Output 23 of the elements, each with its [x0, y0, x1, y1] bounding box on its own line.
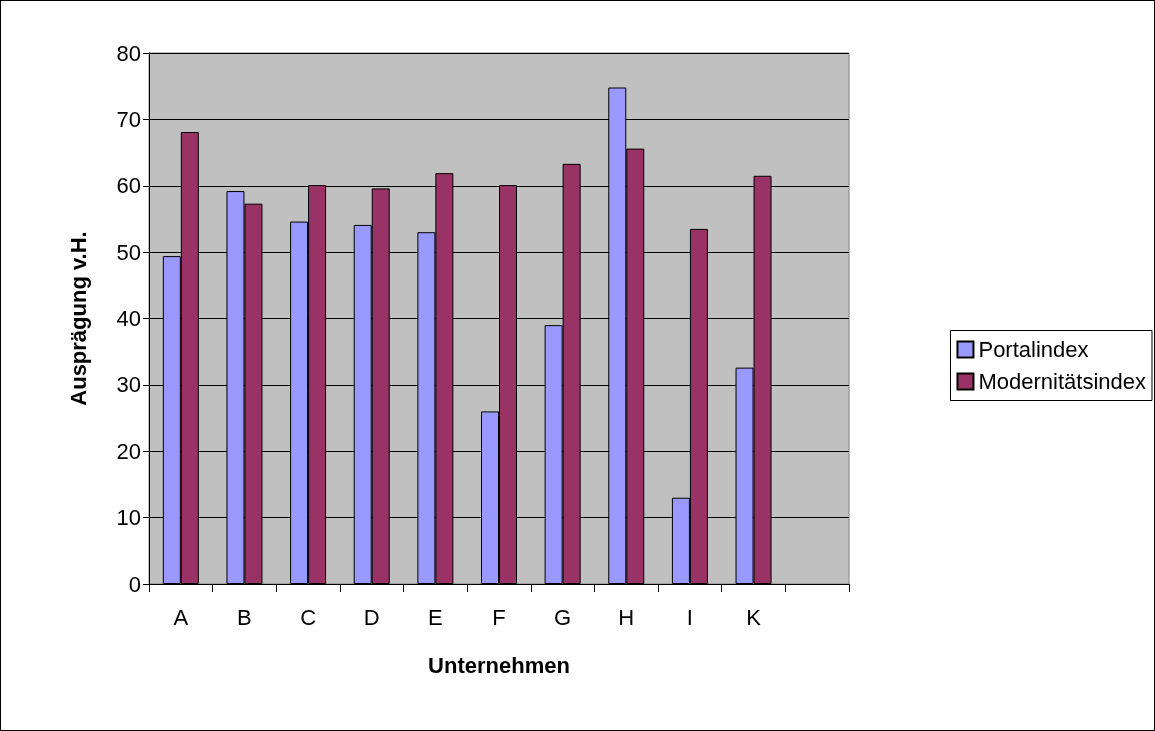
x-tick-label: K: [746, 604, 762, 630]
x-tick-label: D: [363, 604, 380, 630]
x-tick-label: B: [237, 604, 252, 630]
y-tick-label: 20: [116, 438, 141, 464]
x-axis-title: Unternehmen: [428, 652, 570, 678]
y-tick-label: 0: [128, 571, 141, 597]
x-tick-label: A: [173, 604, 189, 630]
y-tick-label: 80: [116, 40, 141, 66]
y-tick-label: 30: [116, 372, 141, 398]
x-tick-label: F: [492, 604, 506, 630]
y-tick-label: 10: [116, 505, 141, 531]
x-tick-label: I: [686, 604, 693, 630]
x-tick-label: C: [300, 604, 317, 630]
legend-label: Portalindex: [978, 337, 1089, 362]
y-axis-title: Ausprägung v.H.: [65, 231, 91, 406]
legend-label: Modernitätsindex: [978, 369, 1147, 394]
y-tick-label: 50: [116, 239, 141, 265]
y-tick-label: 40: [116, 306, 141, 331]
y-tick-label: 60: [116, 173, 141, 199]
y-tick-label: 70: [116, 106, 141, 132]
x-tick-label: E: [428, 604, 443, 630]
x-tick-label: G: [554, 604, 572, 630]
x-tick-label: H: [618, 604, 635, 630]
